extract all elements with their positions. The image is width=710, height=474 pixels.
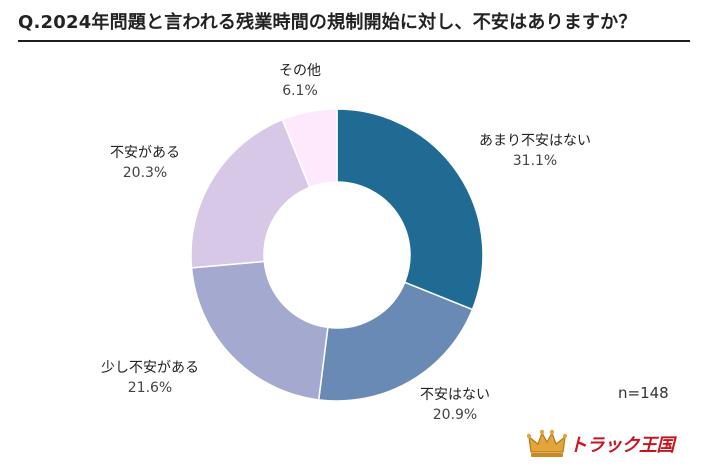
- slice-label-4: その他 6.1%: [250, 61, 350, 101]
- donut-slice-1: [317, 281, 474, 402]
- brand-logo: トラック王国: [527, 428, 675, 460]
- slice-value: 20.3%: [122, 165, 168, 181]
- brand-logo-text: トラック王国: [569, 435, 675, 456]
- slice-category: 不安がある: [110, 145, 180, 161]
- slice-label-3: 不安がある 20.3%: [85, 143, 205, 183]
- title-underline: [18, 40, 690, 42]
- sample-size-note: n=148: [618, 384, 669, 402]
- slice-label-2: 少し不安がある 21.6%: [80, 358, 220, 398]
- chart-title: Q.2024年問題と言われる残業時間の規制開始に対し、不安はありますか？: [18, 12, 637, 33]
- slice-label-0: あまり不安はない 31.1%: [470, 131, 600, 171]
- slice-category: あまり不安はない: [479, 133, 591, 149]
- slice-category: その他: [279, 63, 321, 79]
- slice-category: 少し不安がある: [101, 360, 199, 376]
- donut-slice-0: [336, 108, 484, 311]
- crown-icon: [527, 429, 567, 457]
- slice-label-1: 不安はない 20.9%: [405, 385, 505, 425]
- donut-slice-2: [190, 260, 329, 401]
- slice-value: 20.9%: [432, 407, 478, 423]
- slice-category: 不安はない: [420, 387, 490, 403]
- slice-value: 6.1%: [282, 83, 318, 99]
- donut-slice-4: [281, 108, 338, 189]
- donut-slice-3: [190, 118, 311, 269]
- slice-value: 31.1%: [512, 153, 558, 169]
- slice-value: 21.6%: [127, 380, 173, 396]
